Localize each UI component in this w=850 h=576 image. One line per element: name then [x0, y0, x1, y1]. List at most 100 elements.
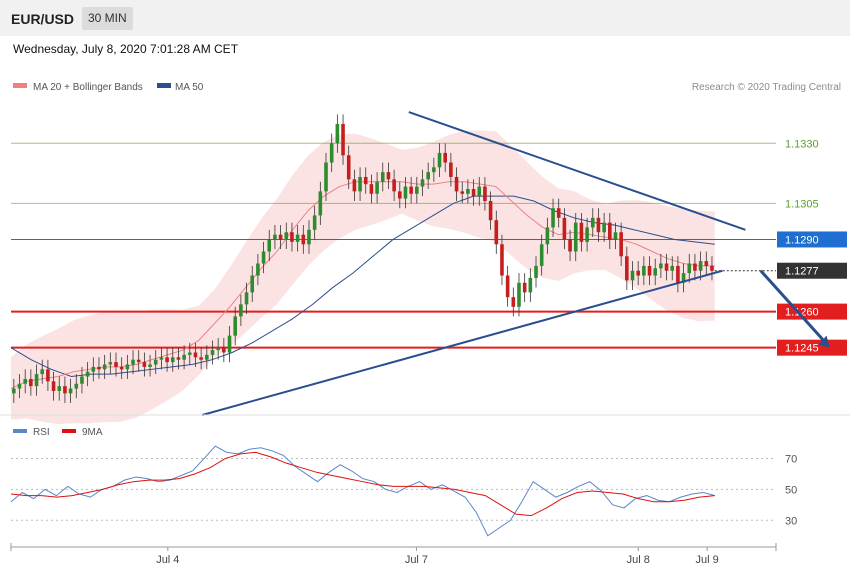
candle-body	[165, 357, 169, 363]
candle-body	[267, 239, 272, 252]
candle-body	[307, 229, 311, 245]
candle-body	[114, 362, 118, 367]
level-tag	[777, 262, 847, 279]
candle-body	[415, 186, 419, 194]
candle-body	[602, 222, 606, 233]
candle-body	[613, 232, 618, 240]
candle-body	[403, 186, 408, 199]
candle-body	[301, 234, 306, 245]
candle-body	[426, 172, 430, 180]
candle-body	[290, 232, 294, 242]
candle-body	[397, 191, 402, 199]
candle-body	[437, 152, 442, 168]
bollinger-band-area	[11, 130, 715, 425]
candle-body	[693, 263, 697, 271]
candle-body	[625, 256, 629, 281]
candle-body	[29, 378, 33, 387]
rsi-level-label: 70	[785, 454, 797, 466]
candle-body	[500, 244, 504, 276]
candle-body	[460, 191, 465, 194]
projection-arrowhead	[818, 335, 830, 348]
candle-body	[193, 352, 198, 358]
candle-body	[585, 227, 589, 242]
candle-body	[97, 366, 101, 370]
candle-body	[392, 179, 396, 192]
level-label: 1.1330	[785, 138, 819, 150]
candle-body	[80, 376, 84, 384]
candle-body	[653, 268, 658, 276]
candle-body	[432, 167, 436, 173]
candle-body	[227, 335, 232, 353]
candle-body	[517, 282, 521, 307]
candle-body	[454, 176, 459, 192]
rsi-level-label: 50	[785, 484, 797, 496]
candle-body	[222, 347, 226, 353]
candle-body	[494, 220, 499, 245]
candle-body	[142, 362, 147, 367]
candle-body	[40, 369, 45, 375]
candle-body	[153, 359, 158, 365]
candle-body	[176, 357, 181, 360]
copyright-credit: Research © 2020 Trading Central	[692, 82, 841, 93]
candle-body	[187, 352, 192, 355]
candle-body	[182, 354, 186, 360]
candle-body	[17, 383, 22, 389]
trendline-upper	[408, 111, 746, 231]
timestamp: Wednesday, July 8, 2020 7:01:28 AM CET	[13, 42, 239, 56]
candle-body	[488, 200, 493, 221]
candle-body	[148, 364, 152, 367]
trendlines	[201, 111, 830, 416]
candle-body	[596, 217, 601, 233]
candle-body	[68, 388, 73, 394]
top-bar: EUR/USD 30 MIN	[0, 0, 850, 36]
candle-body	[244, 292, 249, 305]
candle-body	[85, 371, 90, 377]
candle-body	[443, 152, 447, 163]
candle-body	[335, 124, 340, 144]
candle-body	[607, 222, 612, 240]
ma20-legend-label: MA 20 + Bollinger Bands	[33, 82, 143, 93]
candle-body	[556, 208, 561, 218]
timeframe-button[interactable]: 30 MIN	[82, 7, 133, 30]
candle-body	[522, 282, 527, 293]
candle-body	[23, 378, 27, 384]
candle-body	[477, 186, 482, 197]
candle-body	[358, 176, 362, 192]
candle-body	[261, 251, 266, 264]
candle-body	[210, 350, 215, 355]
candle-body	[284, 232, 289, 240]
ma50-legend-label: MA 50	[175, 82, 204, 93]
candle-body	[51, 381, 56, 391]
candle-body	[420, 179, 425, 187]
candle-body	[449, 162, 453, 177]
candle-body	[273, 234, 277, 240]
candle-body	[562, 217, 567, 240]
candle-body	[199, 357, 203, 360]
level-label: 1.1245	[785, 343, 819, 355]
trendline-lower	[201, 269, 723, 416]
rsi-line	[10, 445, 715, 537]
candle-body	[346, 155, 351, 180]
candle-body	[136, 359, 141, 363]
candle-body	[659, 263, 663, 269]
projection-arrow	[759, 269, 827, 344]
x-axis-label: Jul 7	[405, 554, 428, 566]
candle-body	[687, 263, 692, 274]
bollinger-bands	[11, 130, 715, 425]
rsi-ma9-line	[10, 451, 715, 517]
candle-body	[233, 316, 237, 336]
candle-body	[375, 181, 379, 194]
candle-body	[579, 222, 584, 242]
candle-body	[551, 208, 555, 228]
candle-body	[216, 347, 220, 351]
candle-body	[352, 179, 357, 192]
candle-body	[250, 275, 255, 293]
candle-body	[125, 364, 130, 370]
candle-body	[278, 234, 283, 240]
candle-body	[386, 172, 391, 180]
candle-body	[573, 222, 578, 252]
level-tag	[777, 231, 847, 248]
candle-body	[74, 383, 79, 389]
candle-body	[539, 244, 544, 266]
candle-body	[647, 265, 652, 276]
